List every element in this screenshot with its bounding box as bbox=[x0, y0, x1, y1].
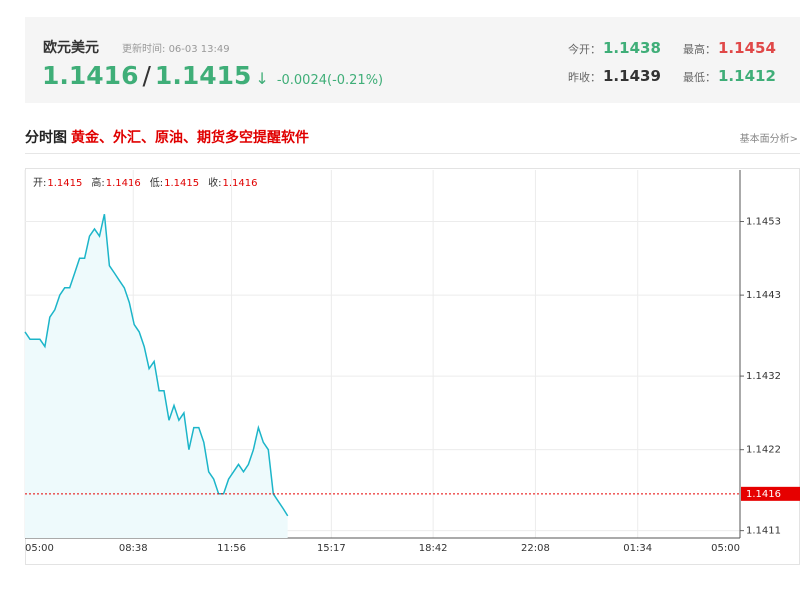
update-time: 更新时间: 06-03 13:49 bbox=[122, 40, 230, 55]
stat-value: 1.1438 bbox=[603, 39, 661, 57]
x-tick-label: 22:08 bbox=[521, 543, 550, 554]
ask: 1.1415 bbox=[154, 61, 252, 90]
y-tick-label: 1.1453 bbox=[746, 217, 781, 228]
stat-value: 1.1412 bbox=[718, 67, 776, 85]
promo-link[interactable]: 黄金、外汇、原油、期货多空提醒软件 bbox=[71, 130, 309, 146]
stat-value: 1.1454 bbox=[718, 39, 776, 57]
price-row: 1.1416 / 1.1415 ↓ -0.0024(-0.21%) bbox=[42, 61, 383, 90]
info-value: 1.1415 bbox=[164, 178, 199, 189]
y-tick-label: 1.1422 bbox=[746, 445, 781, 456]
x-tick-label: 08:38 bbox=[119, 543, 148, 554]
section-title: 分时图 黄金、外汇、原油、期货多空提醒软件 bbox=[25, 127, 309, 147]
info-value: 1.1416 bbox=[106, 178, 141, 189]
x-tick-label: 11:56 bbox=[217, 543, 246, 554]
stat: 昨收： 1.1439 bbox=[568, 67, 661, 85]
arrow: ↓ bbox=[255, 69, 269, 88]
current-box bbox=[741, 486, 800, 501]
info-label: 收: bbox=[208, 176, 221, 189]
current-label: 1.1416 bbox=[746, 489, 781, 500]
stat: 最高： 1.1454 bbox=[683, 39, 776, 57]
tab-title: 分时图 bbox=[25, 130, 67, 146]
stat-label: 最高： bbox=[683, 43, 716, 56]
price-line bbox=[24, 214, 289, 517]
separator: / bbox=[142, 61, 151, 90]
info-value: 1.1416 bbox=[223, 178, 258, 189]
divider bbox=[25, 153, 800, 154]
info-label: 低: bbox=[150, 176, 163, 189]
x-tick-label: 15:17 bbox=[317, 543, 346, 554]
stat-label: 昨收： bbox=[568, 71, 601, 84]
x-tick-label: 05:00 bbox=[25, 543, 54, 554]
info-value: 1.1415 bbox=[47, 178, 82, 189]
x-tick-label: 05:00 bbox=[711, 543, 740, 554]
x-tick-label: 18:42 bbox=[419, 543, 448, 554]
update-value: 06-03 13:49 bbox=[168, 44, 230, 55]
info-label: 开: bbox=[33, 178, 46, 189]
info-label: 高: bbox=[91, 176, 104, 189]
analysis-link[interactable]: 基本面分析> bbox=[739, 134, 798, 145]
y-tick-label: 1.1432 bbox=[746, 371, 781, 382]
bid: 1.1416 bbox=[42, 61, 139, 90]
quote-header: 欧元美元 更新时间: 06-03 13:49 1.1416 / 1.1415 ↓… bbox=[25, 17, 800, 103]
stat-label: 今开： bbox=[568, 43, 601, 56]
symbol-name: 欧元美元 bbox=[43, 40, 99, 56]
y-tick-label: 1.1411 bbox=[746, 526, 781, 537]
x-tick-label: 01:34 bbox=[623, 543, 652, 554]
stat: 最低： 1.1412 bbox=[683, 67, 776, 85]
stat-label: 最低： bbox=[683, 71, 716, 84]
update-label: 更新时间: bbox=[122, 44, 166, 55]
y-tick-label: 1.1443 bbox=[746, 290, 781, 301]
change: -0.0024(-0.21%) bbox=[276, 73, 384, 88]
stat: 今开： 1.1438 bbox=[568, 39, 661, 57]
stat-value: 1.1439 bbox=[603, 67, 661, 85]
